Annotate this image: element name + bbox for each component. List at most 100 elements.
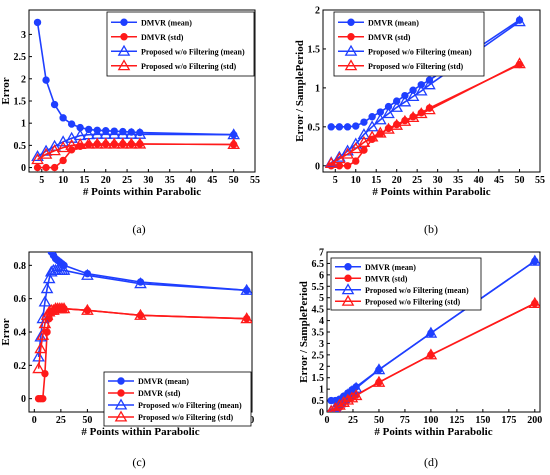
legend-marker [341,294,355,306]
panel-caption: (b) [424,222,438,236]
legend-marker [120,18,128,26]
x-tick-label: 25 [412,175,422,186]
data-point-triangle [329,402,341,412]
y-axis-label: Error [0,77,12,104]
y-tick-label: 1.5 [312,373,325,384]
x-tick-label: 55 [250,175,260,186]
data-point-triangle [345,391,359,403]
data-point-circle [67,120,76,128]
data-point-triangle [56,141,70,153]
legend-entry-label: DMVR (std) [365,274,408,283]
x-tick-label: 175 [501,415,516,426]
plot-frame [322,9,541,173]
data-point-triangle [382,107,395,119]
legend-entry-label: DMVR (mean) [365,263,416,272]
data-point-circle [343,123,352,131]
data-point-circle [368,113,376,121]
legend-marker [341,283,355,295]
data-point-triangle [240,312,252,324]
data-point-triangle [341,147,354,159]
data-point-triangle [134,308,147,320]
x-tick-label: 10 [351,175,361,186]
data-point-triangle [390,100,404,112]
data-point-triangle [73,137,87,150]
series-3 [32,263,252,362]
panel-caption: (c) [132,455,145,469]
data-point-circle [335,123,344,131]
panel-caption: (d) [424,455,438,469]
series-3 [324,15,526,168]
data-point-circle [42,163,50,172]
legend-marker [347,33,355,41]
data-point-triangle [240,283,252,295]
y-tick-label: 0 [21,394,26,405]
x-tick-label: 50 [229,175,239,186]
data-point-triangle [65,131,78,143]
data-point-triangle [423,103,436,115]
legend-entry-label: DMVR (std) [138,389,181,398]
x-tick-label: 30 [143,175,153,186]
data-point-triangle [32,350,45,362]
x-tick-label: 45 [494,175,504,186]
data-point-triangle [56,135,70,147]
series-line [37,133,234,158]
data-point-triangle [414,107,428,119]
y-tick-label: 0.5 [14,141,27,152]
data-point-triangle [57,263,71,275]
data-point-circle [33,163,42,172]
legend: DMVR (mean) DMVR (std) Proposed w/o Filter… [330,257,482,311]
y-tick-label: 0.8 [14,261,27,272]
x-tick-label: 35 [453,175,463,186]
data-point-triangle [365,130,379,142]
data-point-triangle [31,149,44,162]
y-tick-label: 5 [319,293,324,304]
data-point-triangle [57,302,71,314]
data-point-triangle [133,137,147,149]
data-point-triangle [349,381,363,393]
series-4 [31,137,240,165]
x-tick-label: 0 [325,415,330,426]
data-point-triangle [406,110,420,123]
data-point-triangle [372,363,386,375]
x-tick-label: 35 [165,175,175,186]
data-point-triangle [357,128,371,140]
legend: DMVR (mean) DMVR (std) Proposed w/o Filter… [103,371,252,427]
y-tick-label: 2.5 [312,350,325,361]
legend-marker [344,44,358,56]
data-point-triangle [374,126,387,138]
y-tick-label: 0.2 [14,361,27,372]
plot-frame [28,9,256,173]
data-point-circle [352,122,360,130]
data-point-triangle [38,295,52,307]
legend-entry-label: Proposed w/o Filtering (std) [138,413,234,422]
plot-series-layer [31,18,240,172]
x-tick-label: 45 [207,175,217,186]
data-point-triangle [116,137,130,149]
x-axis-label: # Points within Parabolic [83,186,201,198]
data-point-triangle [134,277,147,289]
y-tick-label: 1.5 [14,96,27,107]
legend-entry-label: Proposed w/o Filtering (std) [368,62,464,71]
data-point-triangle [349,142,363,154]
x-tick-label: 5 [333,175,338,186]
data-point-triangle [90,137,104,149]
data-point-circle [360,146,368,154]
x-tick-label: 10 [58,175,68,186]
legend-entry-label: Proposed w/o Filtering (mean) [368,47,472,56]
data-point-triangle [372,375,386,387]
data-point-triangle [414,84,428,96]
data-point-triangle [424,348,438,360]
x-tick-label: 50 [82,415,92,426]
legend-entry-label: Proposed w/o Filtering (std) [141,62,237,71]
plot-series-layer [327,254,540,412]
legend-marker [344,263,352,271]
x-tick-label: 100 [423,415,438,426]
y-tick-label: 0 [319,408,324,419]
data-point-triangle [48,144,61,156]
legend-entry-label: DMVR (mean) [368,18,419,27]
data-point-triangle [107,137,121,149]
data-point-triangle [398,114,412,126]
data-point-triangle [39,147,53,159]
data-point-triangle [382,122,395,134]
y-axis-label: Error [0,318,12,345]
